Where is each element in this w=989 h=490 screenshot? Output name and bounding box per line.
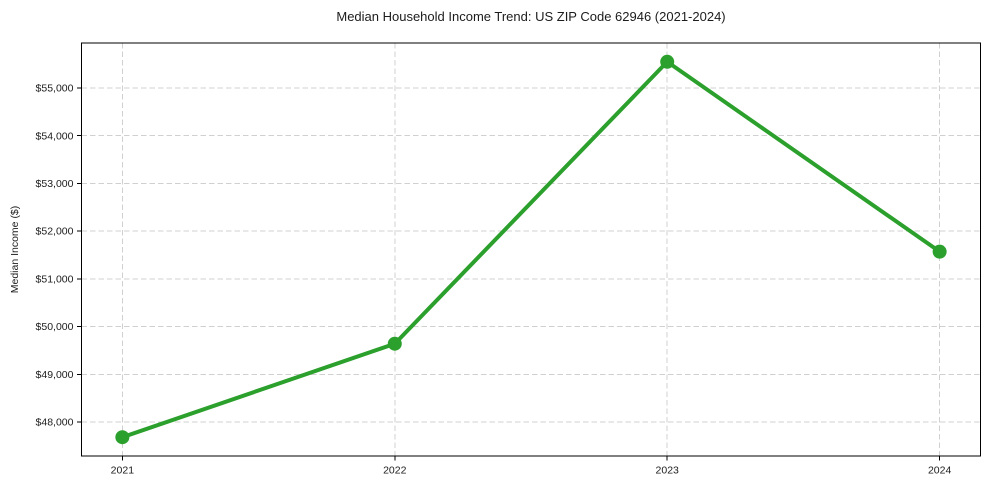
y-tick-label: $51,000 [36, 273, 74, 285]
y-tick-label: $52,000 [36, 226, 74, 238]
y-tick-label: $55,000 [36, 83, 74, 95]
y-axis-label: Median Income ($) [9, 206, 21, 294]
plot-area: $48,000 $49,000 $50,000 $51,000 $52,000 $53,0… [36, 42, 982, 477]
plot-border [80, 42, 982, 457]
data-point [660, 54, 675, 69]
data-point [115, 430, 130, 445]
x-tick-label: 2022 [383, 465, 407, 477]
y-tick-label: $49,000 [36, 369, 74, 381]
data-point [932, 244, 947, 259]
y-tick-label: $53,000 [36, 178, 74, 190]
data-point [387, 336, 402, 351]
trend-line [120, 59, 942, 440]
x-tick-label: 2021 [111, 465, 135, 477]
y-tick-label: $50,000 [36, 321, 74, 333]
y-tick-label: $48,000 [36, 417, 74, 429]
x-tick-label: 2023 [656, 465, 680, 477]
y-tick-label: $54,000 [36, 130, 74, 142]
x-tick-label: 2024 [928, 465, 952, 477]
chart-title: Median Household Income Trend: US ZIP Co… [336, 9, 725, 24]
